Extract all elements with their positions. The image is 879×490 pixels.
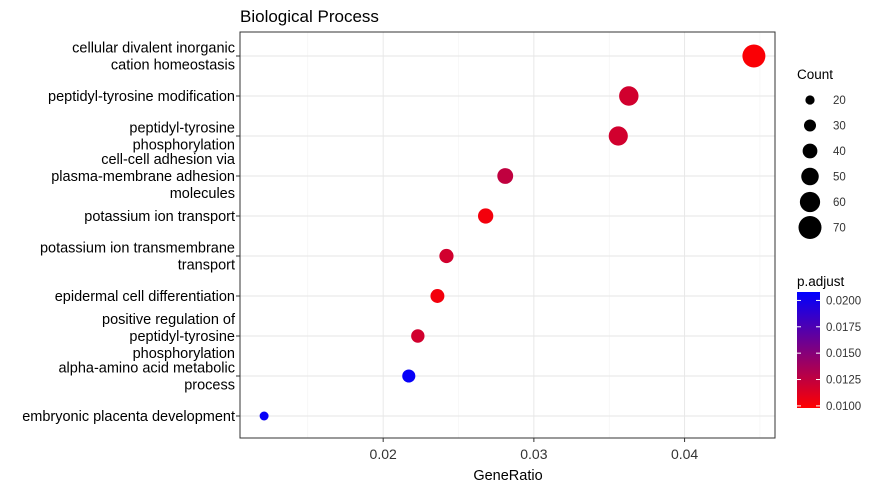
count-legend-label: 30 xyxy=(833,121,846,133)
y-tick-label: process xyxy=(184,378,235,394)
count-legend-key xyxy=(803,119,817,132)
x-tick-label: 0.04 xyxy=(671,446,698,462)
count-legend-key xyxy=(801,167,819,186)
y-tick-label: cellular divalent inorganic xyxy=(72,41,235,57)
x-axis: 0.02 0.03 0.04 xyxy=(370,438,698,462)
y-tick-label: embryonic placenta development xyxy=(22,409,235,425)
count-legend-label: 60 xyxy=(833,197,846,209)
p-adjust-colorbar xyxy=(797,292,820,408)
p-adjust-legend-label: 0.0200 xyxy=(826,295,861,307)
plot-panel xyxy=(239,31,776,439)
x-tick-label: 0.02 xyxy=(370,446,397,462)
data-point xyxy=(411,329,425,343)
count-legend-label: 40 xyxy=(833,146,846,158)
count-legend-label: 70 xyxy=(833,223,846,235)
data-point xyxy=(259,411,269,421)
y-tick-label: alpha-amino acid metabolic xyxy=(58,361,235,377)
x-tick-label: 0.03 xyxy=(520,446,547,462)
data-point xyxy=(608,126,628,146)
y-tick-label: peptidyl-tyrosine xyxy=(129,329,235,345)
panel-background xyxy=(240,32,775,438)
data-point xyxy=(439,248,454,264)
y-tick-label: molecules xyxy=(170,186,235,202)
y-tick-label: peptidyl-tyrosine xyxy=(129,121,235,137)
count-legend-key xyxy=(799,191,821,213)
y-tick-label: phosphorylation xyxy=(133,346,235,362)
count-legend-key xyxy=(798,216,822,239)
y-tick-label: epidermal cell differentiation xyxy=(55,289,235,305)
p-adjust-legend: p.adjust 0.0200 0.0175 0.0150 0.0125 0.0100 xyxy=(797,274,861,413)
data-point xyxy=(477,208,494,224)
y-tick-label: potassium ion transmembrane xyxy=(40,241,235,257)
p-adjust-legend-label: 0.0125 xyxy=(826,375,861,387)
y-tick-label: peptidyl-tyrosine modification xyxy=(48,89,235,105)
data-point xyxy=(619,86,639,106)
count-legend-title: Count xyxy=(797,67,833,82)
x-axis-title: GeneRatio xyxy=(473,468,542,484)
data-point xyxy=(497,168,514,184)
count-legend-key xyxy=(805,95,815,105)
y-tick-label: phosphorylation xyxy=(133,138,235,154)
y-tick-label: potassium ion transport xyxy=(84,209,235,225)
panel-border xyxy=(239,31,776,439)
count-legend-label: 20 xyxy=(833,95,846,107)
p-adjust-legend-label: 0.0175 xyxy=(826,322,861,334)
data-point xyxy=(402,369,416,383)
count-legend-label: 50 xyxy=(833,172,846,184)
y-tick-label: cation homeostasis xyxy=(111,58,235,74)
p-adjust-legend-label: 0.0150 xyxy=(826,348,861,360)
data-point xyxy=(742,44,766,68)
p-adjust-legend-label: 0.0100 xyxy=(826,401,861,413)
data-point xyxy=(430,289,445,303)
count-legend-key xyxy=(802,143,818,159)
y-tick-label: cell-cell adhesion via xyxy=(101,152,236,168)
chart-title: Biological Process xyxy=(240,7,379,26)
p-adjust-legend-title: p.adjust xyxy=(797,274,845,289)
y-tick-label: transport xyxy=(178,258,235,274)
y-tick-label: positive regulation of xyxy=(102,312,236,328)
count-legend: Count 20 30 40 50 60 70 xyxy=(797,67,846,239)
y-tick-label: plasma-membrane adhesion xyxy=(51,169,235,185)
